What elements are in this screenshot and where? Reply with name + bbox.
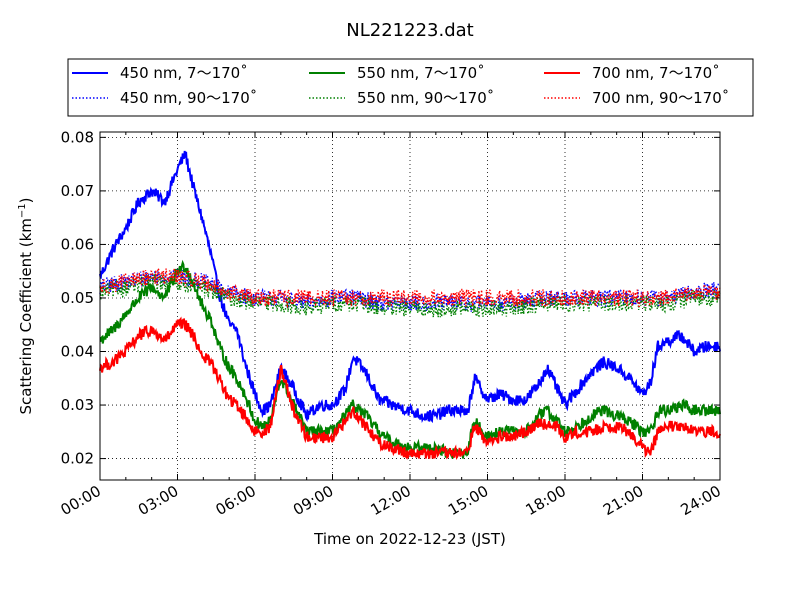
legend-label: 700 nm, 7～170˚ [592, 64, 720, 82]
x-tick-label: 21:00 [600, 482, 646, 519]
chart-title: NL221223.dat [346, 20, 473, 41]
x-tick-label: 00:00 [58, 482, 104, 519]
series-line [99, 273, 721, 319]
y-tick-label: 0.02 [61, 450, 94, 468]
legend-label: 550 nm, 90～170˚ [357, 89, 494, 107]
series-layer [99, 150, 721, 461]
y-tick-label: 0.04 [61, 343, 94, 361]
legend: 450 nm, 7～170˚ 450 nm, 90～170˚ 550 nm, 7～1… [67, 58, 754, 117]
series-line [99, 266, 721, 309]
y-tick-label: 0.07 [61, 182, 94, 200]
x-tick-label: 24:00 [678, 482, 724, 519]
x-tick-label: 09:00 [290, 482, 336, 519]
legend-frame [67, 58, 754, 117]
series-line [99, 150, 721, 424]
y-tick-label: 0.08 [61, 128, 94, 146]
series-line [99, 259, 721, 459]
y-axis-label: Scattering Coefficient (km−1) [17, 197, 35, 414]
x-tick-label: 12:00 [368, 482, 414, 519]
x-tick-label: 06:00 [213, 482, 259, 519]
series-line [99, 316, 721, 461]
legend-label: 700 nm, 90～170˚ [592, 89, 729, 107]
x-axis-label: Time on 2022-12-23 (JST) [313, 530, 506, 548]
axes: 00:00 03:00 06:00 09:00 12:00 15:00 18:00 21:00… [58, 128, 724, 519]
y-tick-label: 0.03 [61, 396, 94, 414]
legend-label: 450 nm, 90～170˚ [120, 89, 257, 107]
y-axis-label-superscript: −1 [17, 203, 28, 218]
x-tick-label: 15:00 [445, 482, 491, 519]
x-tick-label: 18:00 [523, 482, 569, 519]
legend-label: 450 nm, 7～170˚ [120, 64, 248, 82]
y-axis-label-main: Scattering Coefficient (km [17, 218, 35, 414]
y-tick-label: 0.05 [61, 289, 94, 307]
y-tick-label: 0.06 [61, 235, 94, 253]
legend-label: 550 nm, 7～170˚ [357, 64, 485, 82]
y-axis-label-tail: ) [17, 197, 35, 203]
x-tick-label: 03:00 [135, 482, 181, 519]
